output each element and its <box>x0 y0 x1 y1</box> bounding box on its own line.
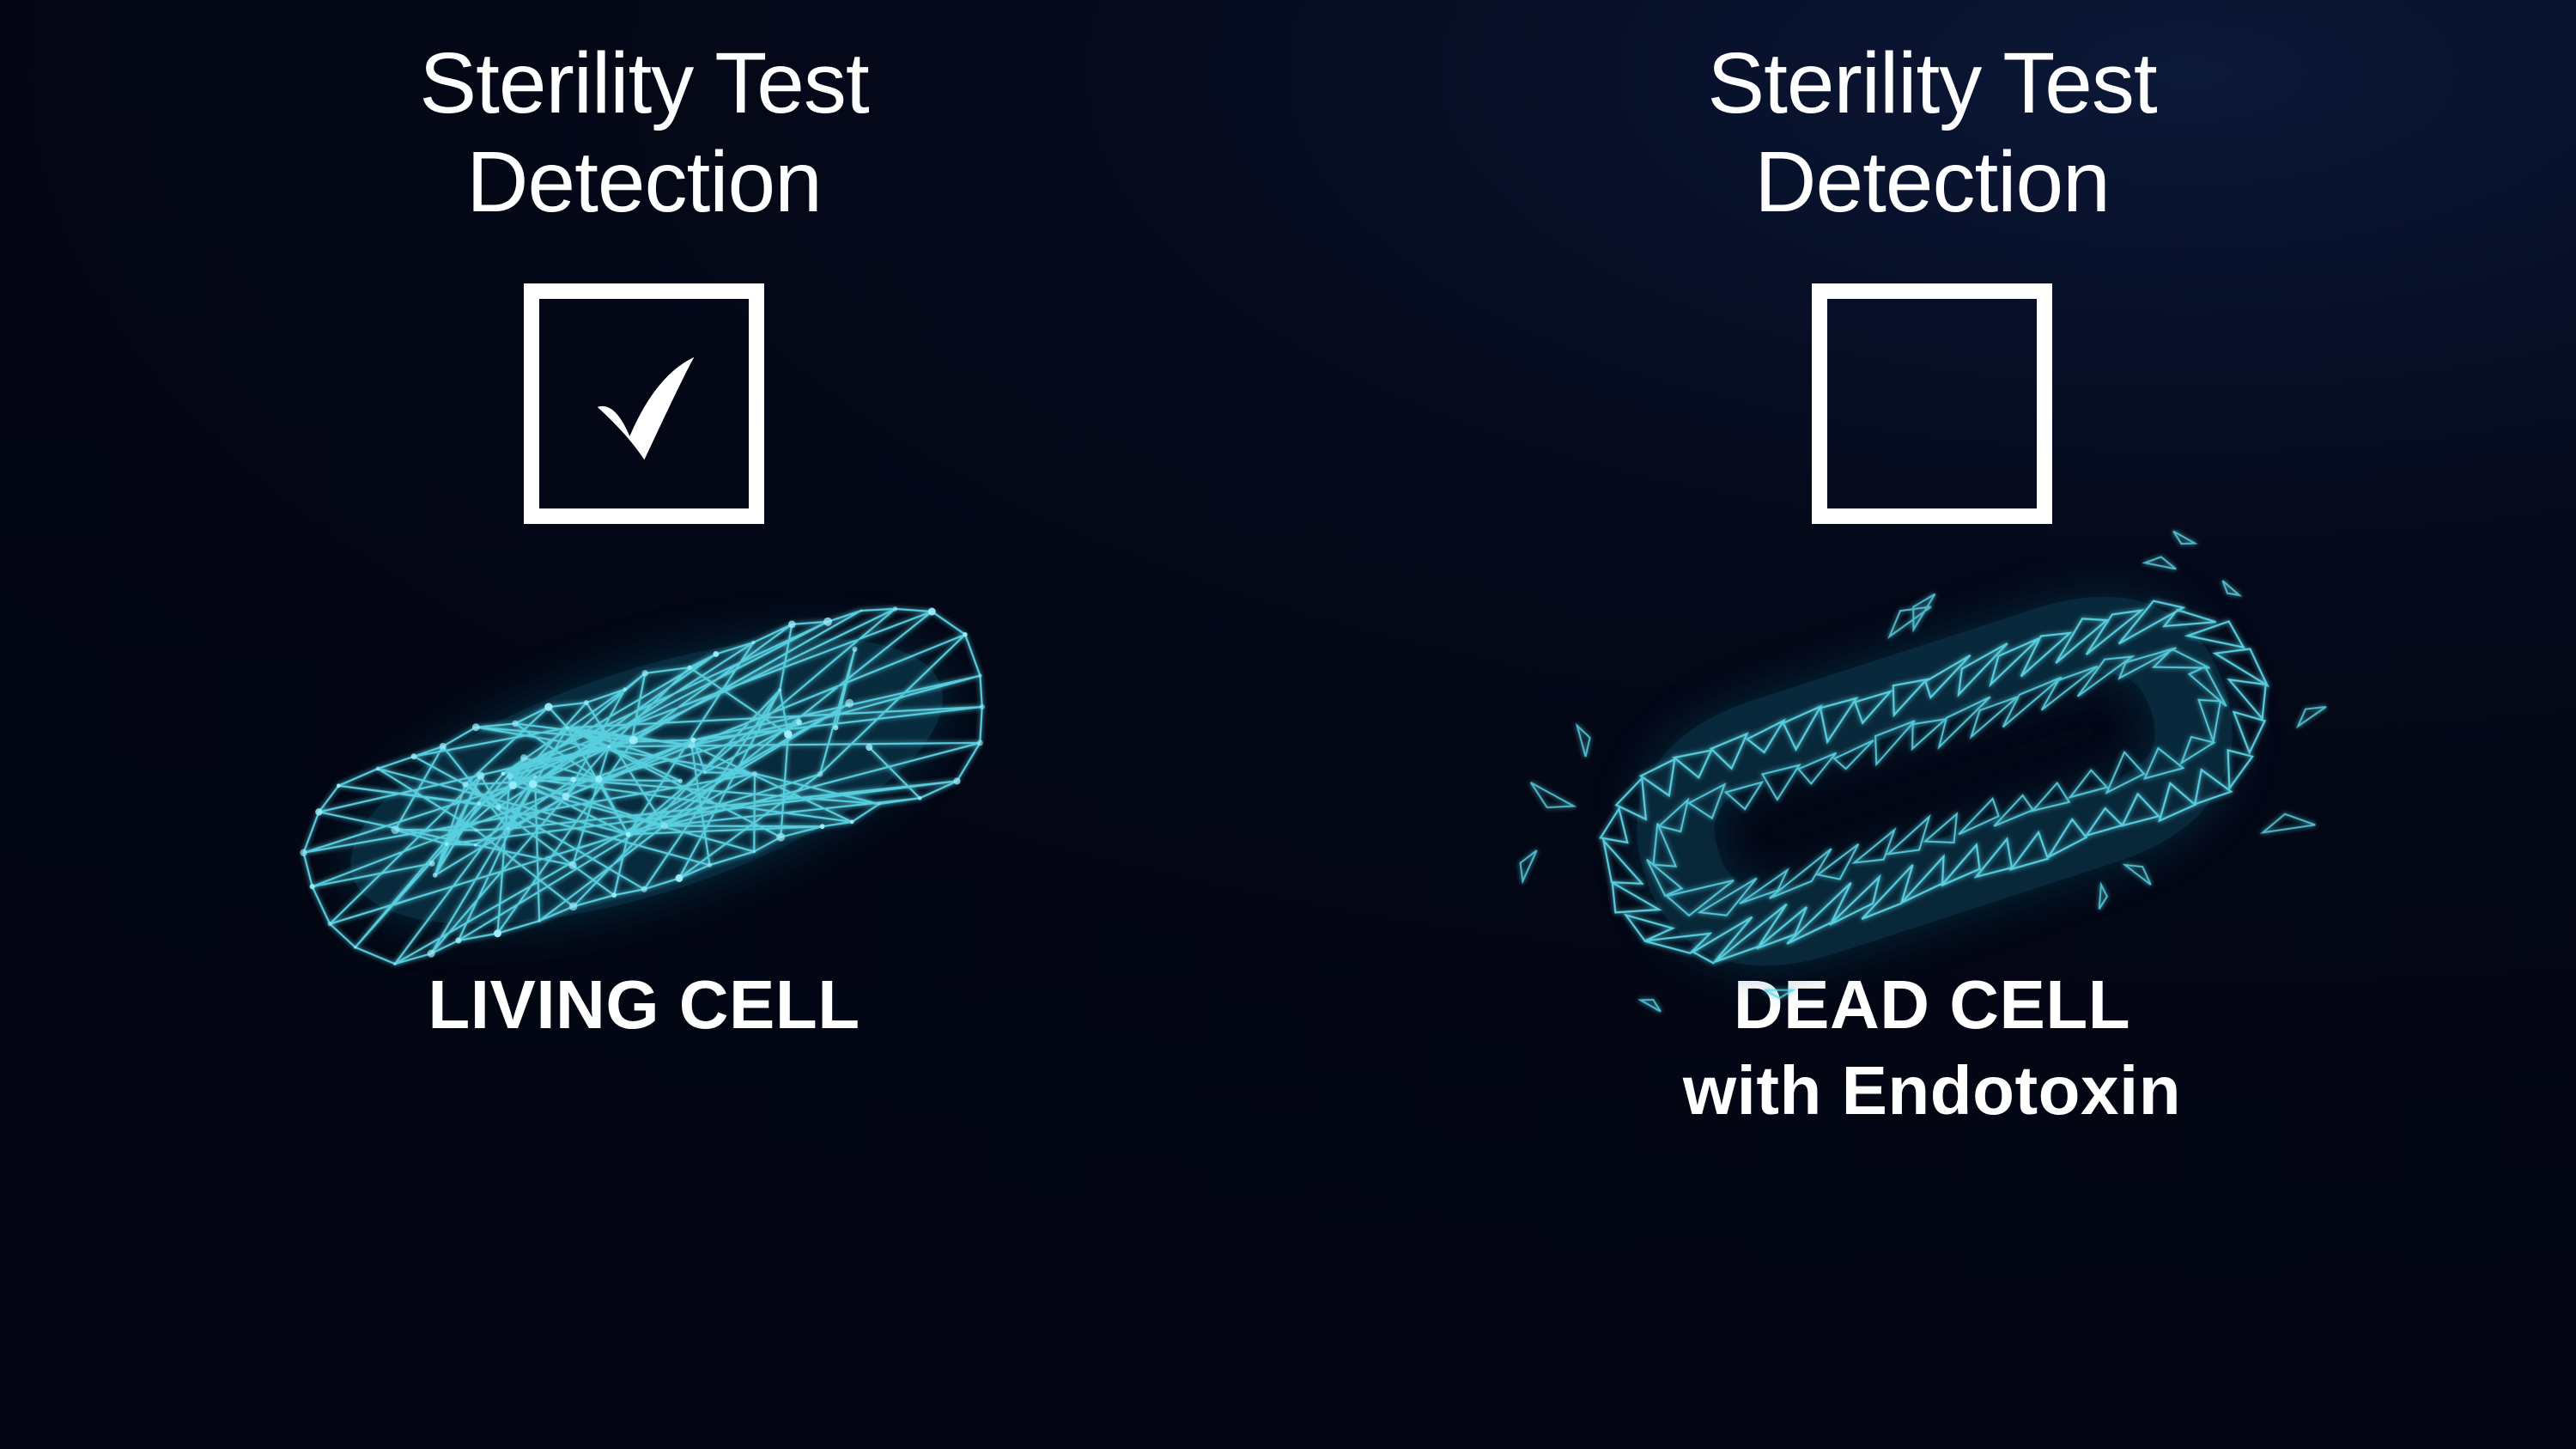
left-caption: LIVING CELL <box>428 962 860 1048</box>
left-title-line1: Sterility Test <box>419 35 868 131</box>
right-checkbox <box>1812 283 2052 524</box>
right-caption-line1: DEAD CELL <box>1734 966 2130 1043</box>
right-cell-illustration <box>1546 584 2318 962</box>
right-caption: DEAD CELL with Endotoxin <box>1683 962 2181 1134</box>
right-title-line1: Sterility Test <box>1707 35 2156 131</box>
right-title-line2: Detection <box>1754 134 2109 230</box>
left-checkbox-wrap <box>524 283 764 524</box>
left-title-line2: Detection <box>466 134 821 230</box>
right-checkbox-wrap <box>1812 283 2052 524</box>
left-checkbox <box>524 283 764 524</box>
dead-cell-icon <box>1546 584 2318 962</box>
left-cell-illustration <box>258 584 1030 962</box>
checkmark-icon <box>571 331 718 478</box>
right-title: Sterility Test Detection <box>1707 34 2156 232</box>
right-caption-line2: with Endotoxin <box>1683 1052 2181 1129</box>
right-panel: Sterility Test Detection <box>1288 0 2576 1449</box>
left-title: Sterility Test Detection <box>419 34 868 232</box>
infographic-canvas: Sterility Test Detection <box>0 0 2576 1449</box>
left-panel: Sterility Test Detection <box>0 0 1288 1449</box>
living-cell-icon <box>258 584 1030 962</box>
left-caption-line1: LIVING CELL <box>428 966 860 1043</box>
